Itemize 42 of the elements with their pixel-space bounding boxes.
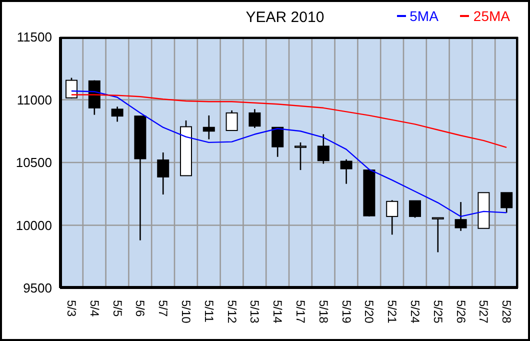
candlestick <box>248 108 261 129</box>
x-tick-label: 5/7 <box>156 300 170 318</box>
x-tick-label: 5/25 <box>430 300 445 324</box>
candlestick <box>111 106 124 122</box>
y-tick-label: 9500 <box>23 280 52 296</box>
candlestick <box>294 142 306 171</box>
x-tick-label: 5/20 <box>362 300 376 324</box>
candlestick <box>454 201 467 232</box>
candlestick <box>432 217 444 253</box>
y-tick-label: 10500 <box>16 155 52 170</box>
x-tick-label: 5/18 <box>316 300 330 324</box>
x-tick-label: 5/13 <box>248 300 262 324</box>
candlestick <box>157 152 170 196</box>
x-tick-label: 5/28 <box>500 300 514 324</box>
legend-label: 5MA <box>410 8 438 24</box>
x-tick-label: 5/26 <box>454 300 468 324</box>
x-tick-label: 5/21 <box>385 300 400 324</box>
x-tick-label: 5/17 <box>293 300 308 324</box>
legend-label: 25MA <box>473 8 510 24</box>
candlestick <box>500 192 513 214</box>
x-tick-label: 5/12 <box>224 300 239 324</box>
x-tick-label: 5/10 <box>178 300 193 324</box>
x-tick-label: 5/27 <box>476 300 491 324</box>
y-tick-label: 10000 <box>16 218 52 233</box>
candlestick <box>202 114 215 140</box>
candlestick <box>386 200 398 236</box>
x-tick-label: 5/4 <box>87 300 102 318</box>
chart-title: YEAR 2010 <box>244 9 326 26</box>
candlestick <box>340 158 352 184</box>
candlestick <box>317 134 330 164</box>
x-tick-label: 5/14 <box>270 300 285 324</box>
x-tick-label: 5/3 <box>64 300 78 318</box>
candlestick <box>272 126 284 158</box>
x-tick-label: 5/11 <box>202 300 216 323</box>
x-tick-label: 5/24 <box>408 300 422 324</box>
x-tick-label: 5/19 <box>339 300 354 324</box>
candlestick <box>226 110 238 132</box>
y-tick-label: 11000 <box>16 92 52 108</box>
candlestick <box>409 200 421 218</box>
x-tick-label: 5/5 <box>110 300 124 318</box>
y-tick-label: 11500 <box>16 30 52 45</box>
x-tick-label: 5/6 <box>133 300 148 318</box>
